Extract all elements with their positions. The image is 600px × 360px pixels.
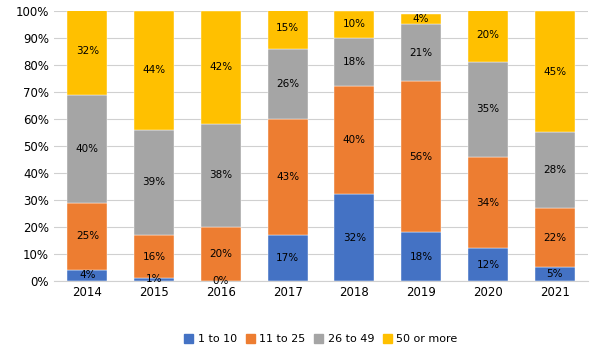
- Text: 40%: 40%: [343, 135, 366, 145]
- Bar: [535, 132, 575, 208]
- Text: 45%: 45%: [543, 67, 566, 77]
- Bar: [401, 232, 441, 281]
- Bar: [268, 49, 308, 119]
- Text: 28%: 28%: [543, 165, 566, 175]
- Bar: [67, 94, 107, 202]
- Bar: [201, 227, 241, 281]
- Text: 0%: 0%: [212, 276, 229, 286]
- Bar: [134, 130, 174, 235]
- Bar: [268, 235, 308, 281]
- Text: 15%: 15%: [276, 23, 299, 33]
- Bar: [67, 8, 107, 94]
- Text: 10%: 10%: [343, 19, 366, 29]
- Text: 43%: 43%: [276, 172, 299, 182]
- Bar: [201, 124, 241, 227]
- Text: 25%: 25%: [76, 231, 99, 241]
- Bar: [468, 248, 508, 281]
- Text: 18%: 18%: [343, 57, 366, 67]
- Bar: [468, 8, 508, 62]
- Text: 40%: 40%: [76, 144, 99, 153]
- Text: 1%: 1%: [146, 274, 163, 284]
- Text: 5%: 5%: [547, 269, 563, 279]
- Bar: [134, 235, 174, 278]
- Text: 20%: 20%: [209, 249, 232, 259]
- Legend: 1 to 10, 11 to 25, 26 to 49, 50 or more: 1 to 10, 11 to 25, 26 to 49, 50 or more: [180, 329, 462, 348]
- Bar: [535, 11, 575, 132]
- Bar: [334, 11, 374, 38]
- Bar: [535, 208, 575, 267]
- Bar: [535, 267, 575, 281]
- Text: 34%: 34%: [476, 198, 499, 207]
- Bar: [268, 119, 308, 235]
- Bar: [401, 24, 441, 81]
- Text: 26%: 26%: [276, 79, 299, 89]
- Text: 20%: 20%: [476, 30, 499, 40]
- Bar: [268, 8, 308, 49]
- Bar: [401, 13, 441, 24]
- Text: 38%: 38%: [209, 171, 232, 180]
- Bar: [468, 157, 508, 248]
- Bar: [134, 278, 174, 281]
- Text: 18%: 18%: [410, 252, 433, 261]
- Text: 4%: 4%: [413, 14, 430, 24]
- Bar: [468, 62, 508, 157]
- Text: 32%: 32%: [343, 233, 366, 243]
- Text: 42%: 42%: [209, 63, 232, 72]
- Bar: [334, 86, 374, 194]
- Bar: [401, 81, 441, 232]
- Text: 35%: 35%: [476, 104, 499, 114]
- Bar: [134, 11, 174, 130]
- Text: 4%: 4%: [79, 270, 95, 280]
- Bar: [67, 270, 107, 281]
- Text: 22%: 22%: [543, 233, 566, 243]
- Text: 17%: 17%: [276, 253, 299, 263]
- Text: 12%: 12%: [476, 260, 499, 270]
- Bar: [201, 11, 241, 124]
- Bar: [334, 38, 374, 86]
- Text: 21%: 21%: [410, 48, 433, 58]
- Bar: [334, 194, 374, 281]
- Text: 16%: 16%: [143, 252, 166, 261]
- Text: 39%: 39%: [143, 177, 166, 187]
- Text: 56%: 56%: [410, 152, 433, 162]
- Text: 44%: 44%: [143, 65, 166, 75]
- Text: 32%: 32%: [76, 46, 99, 56]
- Bar: [67, 202, 107, 270]
